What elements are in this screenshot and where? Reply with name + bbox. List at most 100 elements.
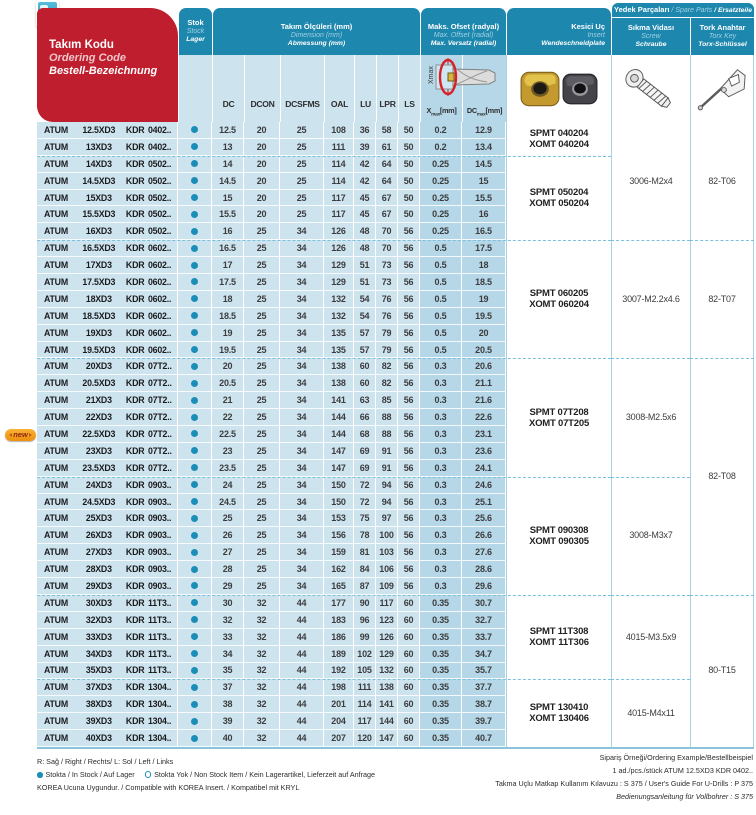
dimension-cell: 34 bbox=[280, 375, 324, 393]
dimension-cell: 63 bbox=[354, 392, 376, 410]
dimension-cell: 56 bbox=[398, 510, 420, 528]
dcmax-cell: 32.7 bbox=[462, 611, 506, 629]
ordering-code-part: ATUM bbox=[44, 276, 68, 287]
dimension-cell: 56 bbox=[398, 375, 420, 393]
dimension-cell: 204 bbox=[324, 713, 354, 731]
xmax-cell: 0.35 bbox=[420, 611, 462, 629]
dimension-cell: 67 bbox=[376, 206, 398, 224]
in-stock-dot-icon bbox=[191, 413, 198, 421]
ordering-code-part: KDR bbox=[125, 310, 145, 321]
torx-key-cell: 80-T15 bbox=[690, 594, 754, 747]
dimension-cell: 56 bbox=[398, 561, 420, 579]
dimension-cell: 70 bbox=[376, 223, 398, 241]
ordering-code-cell: ATUM 30XD3 KDR 11T3.. bbox=[37, 594, 178, 612]
ordering-code-part: 22XD3 bbox=[85, 412, 112, 423]
dimension-cell: 50 bbox=[398, 206, 420, 224]
ordering-code-part: ATUM bbox=[44, 158, 68, 169]
dcmax-label: DCmax[mm] bbox=[466, 105, 503, 117]
non-stock-legend-text: Stokta Yok / Non Stock Item / Kein Lager… bbox=[154, 770, 376, 779]
ordering-code-part: KDR bbox=[125, 428, 145, 439]
dimension-cell: 73 bbox=[376, 257, 398, 275]
insert-designation: XOMT 11T306 bbox=[529, 637, 589, 649]
dimension-cell: 25 bbox=[244, 341, 280, 359]
offset-header-en: Max. Offset (radial) bbox=[433, 31, 494, 39]
xmax-cell: 0.35 bbox=[420, 730, 462, 747]
dimension-cell: 25 bbox=[280, 155, 324, 173]
ordering-code-part: KDR bbox=[125, 580, 145, 591]
ordering-code-part: 07T2.. bbox=[147, 462, 172, 473]
dimension-cell: 56 bbox=[398, 578, 420, 595]
screw-icon bbox=[625, 68, 671, 108]
dimension-cell: 56 bbox=[398, 307, 420, 325]
in-stock-dot-icon bbox=[191, 599, 198, 607]
dimension-cell: 44 bbox=[280, 594, 324, 612]
ordering-code-part: ATUM bbox=[44, 209, 68, 220]
ordering-code-part: 0502.. bbox=[147, 158, 172, 169]
dimension-cell: 20 bbox=[244, 206, 280, 224]
dimension-cell: 22 bbox=[212, 409, 244, 427]
dimension-cell: 32 bbox=[244, 645, 280, 663]
dimension-cell: 44 bbox=[280, 713, 324, 731]
xmax-cell: 0.25 bbox=[420, 189, 462, 207]
dimension-cell: 25 bbox=[280, 172, 324, 190]
ordering-code-cell: ATUM 35XD3 KDR 11T3.. bbox=[37, 662, 178, 680]
group-separator bbox=[611, 358, 690, 360]
dimension-cell: 44 bbox=[280, 628, 324, 646]
screw-cell: 3006-M2x4 bbox=[611, 122, 690, 241]
ordering-code-part: KDR bbox=[125, 141, 145, 152]
xmax-label: Xmax[mm] bbox=[426, 105, 457, 117]
dimension-cell: 34 bbox=[280, 442, 324, 460]
dimension-cell: 34 bbox=[280, 459, 324, 477]
dimension-cell: 201 bbox=[324, 696, 354, 714]
dimension-cell: 32 bbox=[244, 611, 280, 629]
footer-stock-legend: Stokta / In Stock / Auf Lager Stokta Yok … bbox=[37, 768, 375, 781]
ordering-code-part: 07T2.. bbox=[147, 445, 172, 456]
dimension-cell: 189 bbox=[324, 645, 354, 663]
dimension-cell: 34 bbox=[280, 240, 324, 258]
dimension-cell: 42 bbox=[354, 155, 376, 173]
dimension-cell: 144 bbox=[324, 426, 354, 443]
dimension-cell: 56 bbox=[398, 442, 420, 460]
dimension-cell: 12.5 bbox=[212, 122, 244, 139]
ordering-code-part: 27XD3 bbox=[85, 547, 112, 558]
torx-header-en: Torx Key bbox=[708, 32, 737, 40]
xmax-cell: 0.5 bbox=[420, 240, 462, 258]
dimension-cell: 129 bbox=[324, 274, 354, 291]
ordering-code-cell: ATUM 12.5XD3 KDR 0402.. bbox=[37, 122, 178, 139]
dcmax-cell: 40.7 bbox=[462, 730, 506, 747]
dimension-cell: 32 bbox=[244, 594, 280, 612]
offset-axis-label: Xmax bbox=[428, 66, 435, 84]
dimension-cell: 25 bbox=[280, 138, 324, 156]
dimension-cell: 20 bbox=[244, 155, 280, 173]
ordering-code-part: 18XD3 bbox=[85, 293, 112, 304]
xmax-cell: 0.5 bbox=[420, 290, 462, 308]
ordering-code-cell: ATUM 15.5XD3 KDR 0502.. bbox=[37, 206, 178, 224]
dimension-cell: 159 bbox=[324, 544, 354, 562]
screw-cell: 4015-M3.5x9 bbox=[611, 594, 690, 680]
dimension-cell: 135 bbox=[324, 324, 354, 342]
dimension-cell: 32 bbox=[212, 611, 244, 629]
insert-designation: SPMT 07T208 bbox=[529, 406, 589, 418]
ordering-code-part: ATUM bbox=[44, 124, 68, 135]
ordering-code-part: KDR bbox=[125, 597, 145, 608]
dimension-cell: 25 bbox=[244, 375, 280, 393]
dimension-cell: 23 bbox=[212, 442, 244, 460]
dimension-cell: 90 bbox=[354, 594, 376, 612]
ordering-code-part: 33XD3 bbox=[85, 631, 112, 642]
dim-col-label: LS bbox=[398, 55, 420, 122]
new-badge-arrow-left bbox=[9, 432, 13, 437]
stock-cell bbox=[178, 645, 212, 663]
dimension-cell: 34 bbox=[280, 324, 324, 342]
ordering-code-part: KDR bbox=[125, 547, 145, 558]
footer-rl-legend: R: Sağ / Right / Rechts/ L: Sol / Left /… bbox=[37, 757, 174, 766]
ordering-code-part: KDR bbox=[125, 412, 145, 423]
ordering-code-part: 38XD3 bbox=[85, 699, 112, 710]
dimension-cell: 34 bbox=[280, 307, 324, 325]
dimension-cell: 44 bbox=[280, 645, 324, 663]
dimension-cell: 117 bbox=[354, 713, 376, 731]
group-separator bbox=[37, 594, 611, 596]
ordering-code-part: 15.5XD3 bbox=[82, 209, 116, 220]
dimension-cell: 34 bbox=[280, 578, 324, 595]
ordering-code-part: ATUM bbox=[44, 141, 68, 152]
ordering-code-part: 0602.. bbox=[147, 310, 172, 321]
